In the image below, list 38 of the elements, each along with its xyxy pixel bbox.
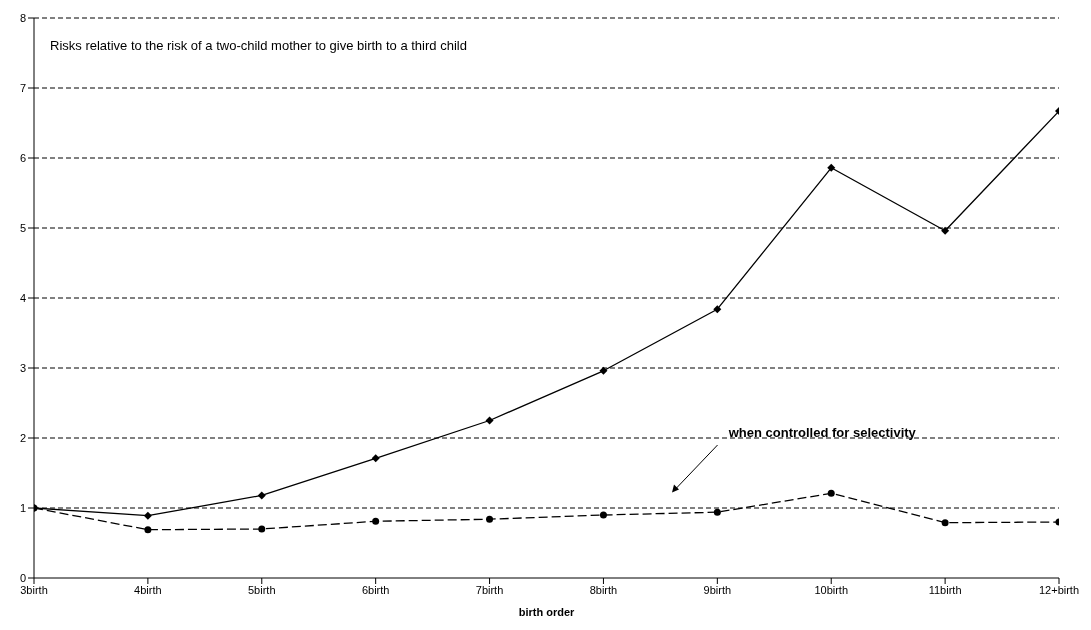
annotation: when controlled for selectivity xyxy=(728,424,916,440)
point xyxy=(599,511,607,519)
x-tick-label: 7birth xyxy=(475,583,504,596)
point xyxy=(941,519,949,527)
y-tick-label: 4 xyxy=(19,291,26,304)
y-tick-label: 1 xyxy=(19,501,26,514)
point xyxy=(599,366,608,375)
point xyxy=(258,525,266,533)
point xyxy=(144,526,152,534)
point xyxy=(713,508,721,516)
y-tick-label: 8 xyxy=(19,11,26,24)
point xyxy=(371,454,380,463)
x-tick-label: 3birth xyxy=(20,583,48,596)
x-tick-label: 8birth xyxy=(589,583,618,596)
y-tick-label: 5 xyxy=(19,221,26,234)
x-tick-label: 11birth xyxy=(928,583,962,596)
x-tick-label: 12+birth xyxy=(1038,583,1080,596)
point xyxy=(143,511,152,520)
point xyxy=(372,517,380,525)
point xyxy=(486,515,494,523)
y-tick-label: 7 xyxy=(19,81,26,94)
x-tick-label: 9birth xyxy=(703,583,732,596)
y-tick-label: 3 xyxy=(19,361,26,374)
point xyxy=(827,163,836,172)
annotation: Risks relative to the risk of a two-child mother to give birth to a third child xyxy=(50,38,467,53)
x-tick-label: 6birth xyxy=(361,583,390,596)
x-tick-label: 5birth xyxy=(248,583,276,596)
point xyxy=(257,491,266,500)
x-axis-title: birth order xyxy=(518,606,576,618)
x-tick-label: 10birth xyxy=(814,583,849,596)
x-tick-label: 4birth xyxy=(134,583,162,596)
y-tick-label: 0 xyxy=(19,571,26,584)
y-tick-label: 2 xyxy=(19,431,26,444)
point xyxy=(941,226,950,235)
point xyxy=(485,416,494,425)
y-tick-label: 6 xyxy=(19,151,26,164)
point xyxy=(827,489,835,497)
point xyxy=(713,305,722,314)
